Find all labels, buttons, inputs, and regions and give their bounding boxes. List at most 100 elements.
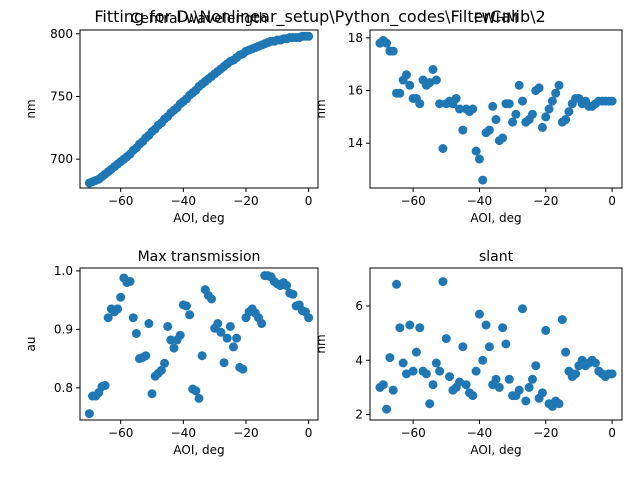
- data-point: [175, 330, 185, 340]
- series-points: [84, 271, 314, 419]
- subplot-3: −60 −40 −20 0 0.8 0.9 1.0 Max transmission AOI, …: [24, 249, 319, 457]
- data-point: [431, 75, 441, 85]
- data-point: [238, 364, 248, 374]
- data-point: [131, 328, 141, 338]
- data-point: [166, 335, 176, 345]
- x-tick-label: 0: [608, 426, 616, 440]
- data-point: [163, 321, 173, 331]
- x-tick-label: −20: [533, 194, 558, 208]
- data-point: [514, 385, 524, 395]
- data-point: [125, 276, 135, 286]
- data-point: [537, 388, 547, 398]
- data-point: [113, 304, 123, 314]
- x-axis-label: AOI, deg: [470, 443, 521, 457]
- x-tick-label: 0: [608, 194, 616, 208]
- data-point: [557, 315, 567, 325]
- y-axis-label: au: [24, 337, 38, 352]
- subplot-title: slant: [479, 249, 514, 265]
- data-point: [504, 99, 514, 109]
- data-point: [116, 292, 126, 302]
- data-point: [501, 339, 511, 349]
- data-point: [541, 112, 551, 122]
- data-point: [185, 310, 195, 320]
- x-tick-label: −60: [108, 194, 133, 208]
- data-point: [395, 88, 405, 98]
- data-point: [128, 313, 138, 323]
- y-axis-label: nm: [314, 99, 328, 118]
- data-point: [288, 289, 298, 299]
- data-point: [544, 104, 554, 114]
- y-tick-label: 18: [348, 31, 363, 45]
- data-point: [484, 342, 494, 352]
- x-axis-label: AOI, deg: [173, 211, 224, 225]
- subplot-1: −60 −40 −20 0 700 750 800 Central wavelength AOI…: [24, 11, 319, 225]
- data-point: [385, 353, 395, 363]
- data-point: [494, 382, 504, 392]
- data-point: [304, 31, 314, 41]
- x-tick-label: −60: [400, 194, 425, 208]
- data-point: [471, 366, 481, 376]
- data-point: [534, 83, 544, 93]
- x-tick-label: −40: [467, 194, 492, 208]
- axes-frame: [79, 267, 319, 421]
- data-point: [207, 294, 217, 304]
- data-point: [551, 88, 561, 98]
- data-point: [225, 321, 235, 331]
- data-point: [474, 154, 484, 164]
- data-point: [398, 358, 408, 368]
- data-point: [438, 144, 448, 153]
- data-point: [421, 369, 431, 379]
- data-point: [478, 175, 488, 185]
- data-point: [508, 117, 518, 127]
- data-point: [415, 323, 425, 333]
- subplot-title: Central wavelength: [131, 11, 268, 27]
- x-tick-label: −60: [108, 426, 133, 440]
- data-point: [607, 96, 617, 106]
- x-tick-label: −40: [171, 194, 196, 208]
- data-point: [484, 125, 494, 135]
- data-point: [282, 281, 292, 291]
- y-axis-label: nm: [314, 334, 328, 353]
- data-point: [401, 70, 411, 80]
- data-point: [504, 374, 514, 384]
- data-point: [511, 109, 521, 119]
- data-point: [478, 355, 488, 365]
- data-point: [491, 374, 501, 384]
- series-points: [84, 31, 314, 188]
- data-point: [458, 342, 468, 352]
- axes-frame: [369, 267, 623, 421]
- data-point: [219, 358, 229, 368]
- data-point: [257, 319, 267, 329]
- data-point: [521, 396, 531, 406]
- data-point: [468, 104, 478, 114]
- data-point: [156, 365, 166, 375]
- data-point: [141, 351, 151, 361]
- y-tick-label: 750: [50, 89, 73, 103]
- x-axis-label: AOI, deg: [470, 211, 521, 225]
- data-point: [461, 380, 471, 390]
- data-point: [590, 358, 600, 368]
- data-point: [415, 99, 425, 109]
- x-tick-label: −40: [171, 426, 196, 440]
- data-point: [160, 358, 170, 368]
- data-point: [561, 115, 571, 125]
- y-tick-label: 4: [355, 353, 363, 367]
- data-point: [388, 46, 398, 56]
- x-tick-label: 0: [305, 194, 313, 208]
- data-point: [382, 38, 392, 48]
- data-point: [561, 347, 571, 357]
- data-point: [405, 320, 415, 330]
- data-point: [395, 323, 405, 333]
- data-point: [554, 399, 564, 409]
- axes-frame: [369, 29, 623, 189]
- y-axis-label: nm: [24, 99, 38, 118]
- data-point: [382, 404, 392, 414]
- data-point: [147, 389, 157, 399]
- data-point: [518, 96, 528, 106]
- data-point: [471, 146, 481, 156]
- data-point: [191, 386, 201, 396]
- data-point: [527, 109, 537, 119]
- data-point: [547, 96, 557, 106]
- x-axis-label: AOI, deg: [173, 443, 224, 457]
